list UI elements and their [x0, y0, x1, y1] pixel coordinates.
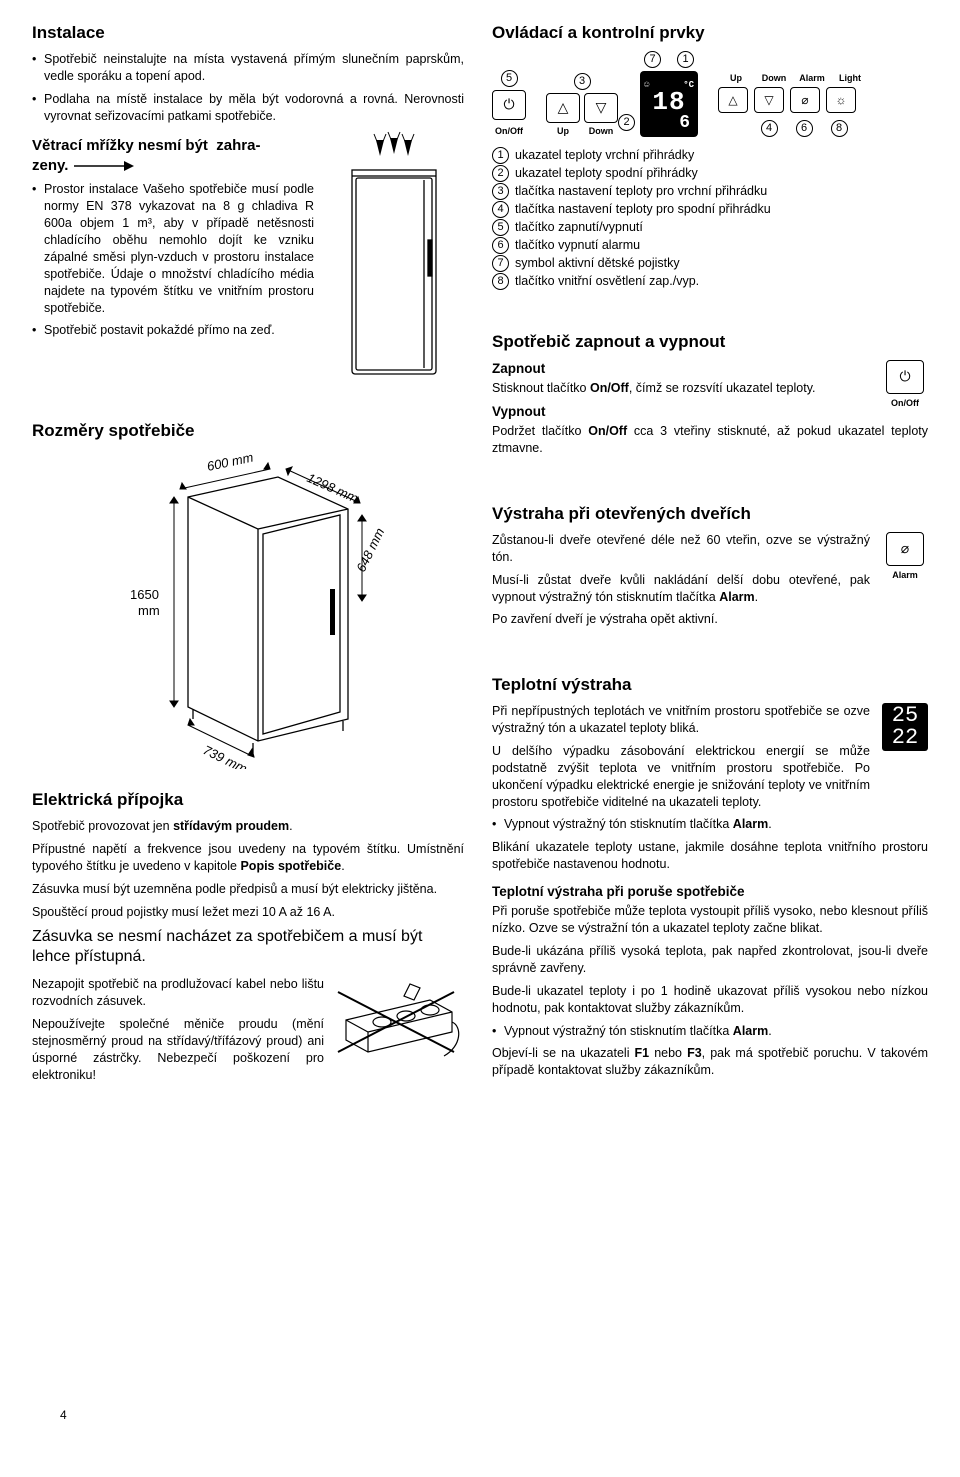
down2-button: ▽ — [754, 87, 784, 113]
childlock-icon: ☺ — [644, 79, 649, 91]
onoff-button: ⏻ — [492, 90, 526, 120]
ref-2: 2 — [618, 114, 635, 131]
light-button: ☼ — [826, 87, 856, 113]
text: Stisknout tlačítko On/Off, čímž se rozsv… — [492, 380, 870, 397]
alarm-icon: ⌀ — [886, 532, 924, 566]
label-down: Down — [584, 125, 618, 137]
heading-vystraha-dvere: Výstraha při otevřených dveřích — [492, 503, 928, 526]
up-button: △ — [546, 93, 580, 123]
dim-600: 600 mm — [206, 450, 255, 474]
subhead-porucha: Teplotní výstraha při poruše spotřebiče — [492, 883, 928, 901]
onoff-icon-callout: ⏻ On/Off — [882, 360, 928, 409]
text: Zásuvka musí být uzemněna podle předpisů… — [32, 881, 464, 898]
bullet: Spotřebič postavit pokaždé přímo na zeď. — [32, 322, 314, 339]
text: Při nepřípustných teplotách ve vnitřním … — [492, 703, 870, 737]
subhead-vypnout: Vypnout — [492, 403, 870, 421]
dim-mm: mm — [138, 603, 160, 618]
text: Spouštěcí proud pojistky musí ležet mezi… — [32, 904, 464, 921]
heading-zapvyp: Spotřebič zapnout a vypnout — [492, 331, 928, 354]
label-onoff: On/Off — [492, 125, 526, 137]
heading-ovladaci: Ovládací a kontrolní prvky — [492, 22, 928, 45]
bullet: Vypnout výstražný tón stisknutím tlačítk… — [492, 1023, 928, 1040]
arrow-icon — [74, 159, 134, 173]
panel-legend: 1ukazatel teploty vrchní přihrádky 2ukaz… — [492, 147, 928, 290]
text: Objeví-li se na ukazateli F1 nebo F3, pa… — [492, 1045, 928, 1079]
ref-6: 6 — [796, 120, 813, 137]
right-column: Ovládací a kontrolní prvky 5 ⏻ On/Off 3 … — [492, 22, 928, 1090]
power-strip-illustration — [334, 976, 464, 1066]
heading-instalace: Instalace — [32, 22, 464, 45]
power-icon: ⏻ — [886, 360, 924, 394]
text: Bude-li ukazatel teploty i po 1 hodině u… — [492, 983, 928, 1017]
display-bottom-value: 6 — [679, 115, 698, 131]
label-light: Light — [832, 64, 868, 84]
ref-7: 7 — [644, 51, 661, 68]
heading-elektricka: Elektrická přípojka — [32, 789, 464, 812]
alarm-icon-callout: ⌀ Alarm — [882, 532, 928, 581]
text: Musí-li zůstat dveře kvůli nakládání del… — [492, 572, 870, 606]
text: Nepoužívejte společné měniče proudu (měn… — [32, 1016, 324, 1084]
text: Nezapojit spotřebič na prodlužovací kabe… — [32, 976, 324, 1010]
ref-3: 3 — [574, 73, 591, 90]
label-up2: Up — [718, 64, 754, 84]
bullet: Vypnout výstražný tón stisknutím tlačítk… — [492, 816, 928, 833]
fridge-vent-illustration — [324, 130, 464, 380]
text: U delšího výpadku zásobování elektrickou… — [492, 743, 870, 811]
text: Zůstanou-li dveře otevřené déle než 60 v… — [492, 532, 870, 566]
control-panel: 5 ⏻ On/Off 3 △ Up ▽ Down — [492, 51, 928, 137]
heading-teplotni: Teplotní výstraha — [492, 674, 928, 697]
text: Spotřebič provozovat jen střídavým proud… — [32, 818, 464, 835]
dimensions-illustration: 600 mm 1298 mm 648 mm 1650 mm 739 mm — [32, 449, 464, 769]
temperature-display: ☺ °C 18 6 — [640, 71, 698, 137]
label-up: Up — [546, 125, 580, 137]
heading-rozmery: Rozměry spotřebiče — [32, 420, 464, 443]
subhead-zapnout: Zapnout — [492, 360, 870, 378]
socket-warning: Zásuvka se nesmí nacházet za spotřebičem… — [32, 927, 464, 969]
dim-739: 739 mm — [201, 743, 250, 770]
ref-4: 4 — [761, 120, 778, 137]
text: Blikání ukazatele teploty ustane, jakmil… — [492, 839, 928, 873]
text: Při poruše spotřebiče může teplota vysto… — [492, 903, 928, 937]
dim-1650: 1650 — [130, 587, 159, 602]
dim-648: 648 mm — [353, 526, 387, 575]
down-button: ▽ — [584, 93, 618, 123]
instalace-bullets: Spotřebič neinstalujte na místa vystaven… — [32, 51, 464, 125]
label-alarm: Alarm — [794, 64, 830, 84]
text: Podržet tlačítko On/Off cca 3 vteřiny st… — [492, 423, 928, 457]
up2-button: △ — [718, 87, 748, 113]
ref-5: 5 — [501, 70, 518, 87]
left-column: Instalace Spotřebič neinstalujte na míst… — [32, 22, 464, 1090]
ref-1: 1 — [677, 51, 694, 68]
bullet: Prostor instalace Vašeho spotřebiče musí… — [32, 181, 314, 316]
text: Přípustné napětí a frekvence jsou uveden… — [32, 841, 464, 875]
label-down2: Down — [756, 64, 792, 84]
text: Po zavření dveří je výstraha opět aktivn… — [492, 611, 928, 628]
temp-display-example: 25 22 — [882, 703, 928, 751]
alarm-button: ⌀ — [790, 87, 820, 113]
ref-8: 8 — [831, 120, 848, 137]
bullet: Spotřebič neinstalujte na místa vystaven… — [32, 51, 464, 85]
bullet: Podlaha na místě instalace by měla být v… — [32, 91, 464, 125]
display-top-value: 18 — [652, 91, 685, 114]
text: Bude-li ukázána příliš vysoká teplota, p… — [492, 943, 928, 977]
vetraci-text: Větrací mřížky nesmí být zahra- zeny. — [32, 136, 314, 175]
